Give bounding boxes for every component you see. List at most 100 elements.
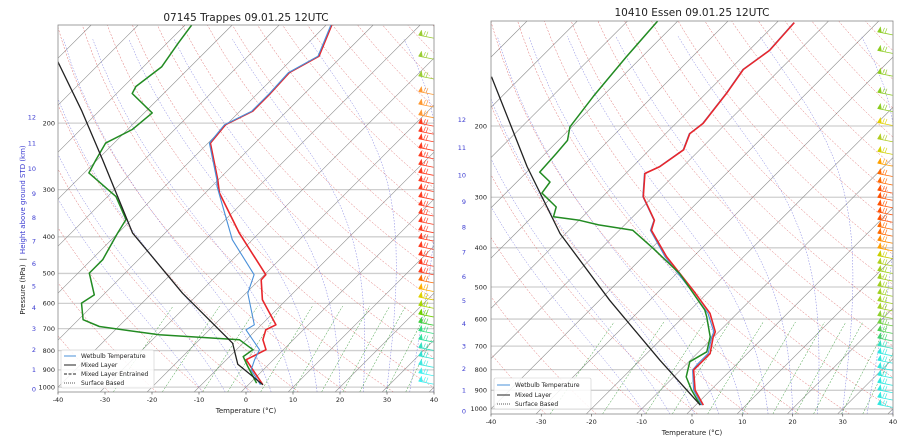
wind-barb <box>877 213 893 223</box>
wind-barb <box>418 158 434 168</box>
dry-adiabat-line <box>491 104 749 414</box>
isotherm-line <box>535 56 893 414</box>
dry-adiabat-line <box>357 25 434 108</box>
x-tick-label: 10 <box>738 418 746 426</box>
dry-adiabat-line <box>811 21 893 109</box>
height-tick-label: 9 <box>462 198 466 206</box>
dry-adiabat-line <box>107 25 434 388</box>
plot-area <box>58 25 920 392</box>
chart-title: 07145 Trappes 09.01.25 12UTC <box>163 12 328 24</box>
wind-barb <box>418 232 434 242</box>
mixing-ratio-line <box>321 305 371 392</box>
x-tick-label: 30 <box>383 396 391 404</box>
pressure-tick-label: 300 <box>43 186 55 194</box>
dry-adiabat-line <box>597 21 893 347</box>
y-axis-label-separator: | <box>19 258 27 260</box>
dry-adiabat-line <box>432 25 434 27</box>
y-axis-label: Pressure (hPa) | Height above ground STD (… <box>19 145 27 315</box>
wind-barb <box>877 116 893 126</box>
height-tick-label: 12 <box>458 116 466 124</box>
wind-barb <box>877 339 893 349</box>
wind-barb <box>877 157 893 167</box>
wind-barb <box>877 354 893 364</box>
wind-barb <box>877 176 893 186</box>
mixing-ratio-line <box>359 305 406 392</box>
wind-barb <box>877 191 893 201</box>
height-tick-label: 4 <box>32 304 36 312</box>
wind-barb <box>877 347 893 357</box>
legend-label-wetbulb: Wetbulb Temperature <box>515 382 580 389</box>
wind-barb <box>418 182 434 192</box>
x-tick-label: -40 <box>53 396 64 404</box>
pressure-tick-label: 600 <box>475 315 487 323</box>
temperature-profile-line <box>209 25 333 386</box>
x-tick-label: 40 <box>430 396 438 404</box>
moist-adiabat-line <box>232 39 365 392</box>
dry-adiabat-line <box>491 174 698 414</box>
dry-adiabat-line <box>570 21 893 378</box>
wind-barb <box>877 102 893 112</box>
wind-barb <box>418 291 434 301</box>
wind-barb <box>877 332 893 342</box>
wind-barb <box>418 191 434 200</box>
wind-barb <box>418 367 434 377</box>
pressure-tick-label: 900 <box>43 366 55 374</box>
moist-adiabat-line <box>92 39 295 392</box>
mixing-ratio-line <box>862 352 893 414</box>
height-tick-label: 3 <box>462 343 466 351</box>
isotherm-line <box>586 106 893 414</box>
isotherm-line <box>58 25 233 200</box>
isotherm-line <box>287 245 434 392</box>
isotherm-line <box>491 21 779 309</box>
legend-label-mixed-layer: Mixed Layer <box>81 362 118 369</box>
x-axis-label: Temperature (°C) <box>661 429 723 437</box>
dry-adiabat-line <box>82 25 394 392</box>
isotherm-line <box>334 292 434 392</box>
height-tick-label: 11 <box>458 144 466 152</box>
pressure-tick-label: 1000 <box>470 405 487 413</box>
isotherm-line <box>636 157 893 414</box>
height-tick-label: 1 <box>32 366 36 374</box>
wind-barb <box>877 264 893 274</box>
wind-barb <box>877 376 893 386</box>
pressure-tick-label: 500 <box>475 283 487 291</box>
wind-barb <box>418 199 434 209</box>
height-tick-label: 0 <box>32 386 36 394</box>
wind-barb <box>418 85 434 95</box>
wind-barb <box>418 257 434 267</box>
dry-adiabat-line <box>458 25 920 392</box>
isotherm-line <box>240 198 434 392</box>
wind-barb <box>877 257 893 267</box>
wind-barb <box>418 350 434 360</box>
isotherm-line <box>686 207 893 414</box>
dry-adiabat-line <box>58 335 110 392</box>
x-tick-label: 40 <box>889 418 897 426</box>
mixing-ratio-line <box>227 305 282 392</box>
wind-barb <box>877 398 893 408</box>
wetbulb-temperature-profile-line <box>208 25 332 386</box>
moist-adiabat-line <box>491 206 646 414</box>
moist-adiabat-line <box>491 158 671 414</box>
moist-adiabat-line <box>403 39 434 392</box>
height-tick-label: 1 <box>462 386 466 394</box>
dry-adiabat-line <box>891 21 893 23</box>
pressure-tick-label: 300 <box>475 194 487 202</box>
pressure-tick-label: 400 <box>43 233 55 241</box>
x-tick-label: -40 <box>486 418 497 426</box>
wind-barb <box>877 324 893 334</box>
isotherm-line <box>491 21 578 108</box>
pressure-tick-label: 900 <box>475 387 487 395</box>
mixing-ratio-line <box>292 305 343 392</box>
wind-barb <box>877 227 893 237</box>
legend-box <box>493 377 592 410</box>
height-tick-label: 7 <box>462 249 466 257</box>
wind-barb <box>877 145 893 155</box>
dry-adiabat-line <box>232 25 434 244</box>
pressure-tick-label: 800 <box>475 366 487 374</box>
isotherm-line <box>491 21 679 209</box>
dry-adiabat-line <box>58 26 347 392</box>
mixing-ratio-line <box>741 321 796 414</box>
dry-adiabat-line <box>207 25 434 272</box>
isotherm-line <box>736 257 893 414</box>
